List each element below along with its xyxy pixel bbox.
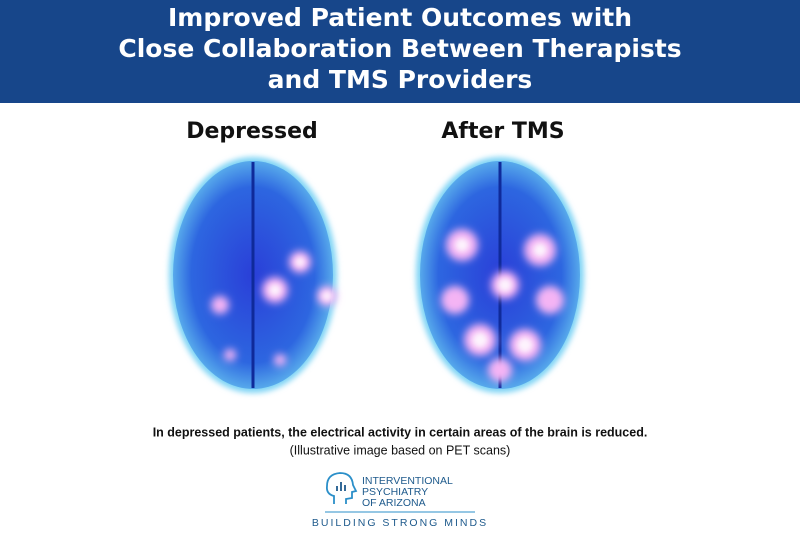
title-line: Close Collaboration Between Therapists [118, 34, 681, 63]
logo-name: INTERVENTIONAL [362, 475, 453, 487]
header-banner [0, 0, 800, 103]
title-line: Improved Patient Outcomes with [168, 3, 632, 32]
logo-icon [325, 472, 358, 504]
brain-after-tms [416, 157, 584, 393]
caption-note: (Illustrative image based on PET scans) [290, 443, 511, 457]
panel-label: After TMS [441, 119, 564, 144]
logo-name: PSYCHIATRY [362, 486, 428, 498]
logo-name: OF ARIZONA [362, 497, 426, 509]
caption: In depressed patients, the electrical ac… [153, 425, 648, 439]
logo-tagline: BUILDING STRONG MINDS [312, 517, 488, 529]
brain-depressed [169, 157, 337, 393]
title-line: and TMS Providers [268, 65, 533, 94]
panel-label: Depressed [186, 119, 318, 144]
